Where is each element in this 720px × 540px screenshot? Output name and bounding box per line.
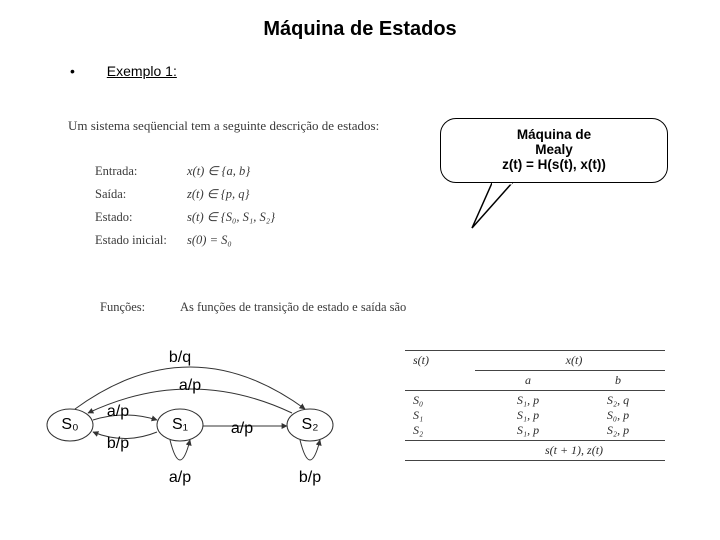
edge-label: a/p (107, 403, 129, 420)
table-row: S₂S₁, pS₂, p (405, 423, 665, 438)
def-saida-key: Saída: (95, 183, 187, 206)
edge-label: a/p (179, 377, 201, 394)
transition-table: s(t) x(t) a b S₀S₁, pS₂, qS₁S₁, pS₀, pS₂… (405, 348, 665, 463)
page-title: Máquina de Estados (0, 0, 720, 41)
edge-S2-S2 (300, 440, 320, 460)
th-state: s(t) (413, 353, 429, 367)
intro-text: Um sistema seqüencial tem a seguinte des… (68, 118, 379, 134)
callout-line3: z(t) = H(s(t), x(t)) (449, 157, 659, 172)
th-a: a (525, 373, 531, 387)
state-label: S₀ (61, 416, 78, 433)
callout-tail-icon (462, 183, 522, 243)
edge-label: a/p (231, 420, 253, 437)
example-bullet: • Exemplo 1: (70, 63, 720, 79)
def-estado-val: s(t) ∈ {S₀, S₁, S₂} (187, 210, 275, 224)
definition-list: Entrada:x(t) ∈ {a, b} Saída:z(t) ∈ {p, q… (95, 160, 275, 253)
table-row: S₀S₁, pS₂, q (405, 393, 665, 408)
def-entrada-key: Entrada: (95, 160, 187, 183)
table-row: S₁S₁, pS₀, p (405, 408, 665, 423)
state-label: S₁ (172, 416, 188, 433)
edge-label: b/q (169, 349, 191, 366)
callout-line1: Máquina de (449, 127, 659, 142)
table-footer: s(t + 1), z(t) (545, 443, 603, 457)
def-inicial-val: s(0) = S₀ (187, 233, 232, 247)
mealy-callout: Máquina de Mealy z(t) = H(s(t), x(t)) (440, 118, 668, 183)
edge-label: b/p (299, 469, 321, 486)
def-entrada-val: x(t) ∈ {a, b} (187, 164, 250, 178)
def-estado-key: Estado: (95, 206, 187, 229)
th-input: x(t) (566, 353, 583, 367)
def-saida-val: z(t) ∈ {p, q} (187, 187, 250, 201)
bullet-marker: • (70, 63, 75, 79)
state-label: S₂ (302, 416, 319, 433)
functions-key: Funções: (100, 300, 145, 315)
bullet-label: Exemplo 1: (107, 63, 177, 79)
edge-label: b/p (107, 435, 129, 452)
edge-S1-S1 (170, 440, 190, 460)
def-inicial-key: Estado inicial: (95, 229, 187, 252)
th-b: b (615, 373, 621, 387)
callout-line2: Mealy (449, 142, 659, 157)
edge-label: a/p (169, 469, 191, 486)
functions-text: As funções de transição de estado e saíd… (180, 300, 406, 315)
state-diagram: a/p b/p a/p b/q a/p a/p b/p S₀ S₁ S₂ (20, 330, 370, 500)
